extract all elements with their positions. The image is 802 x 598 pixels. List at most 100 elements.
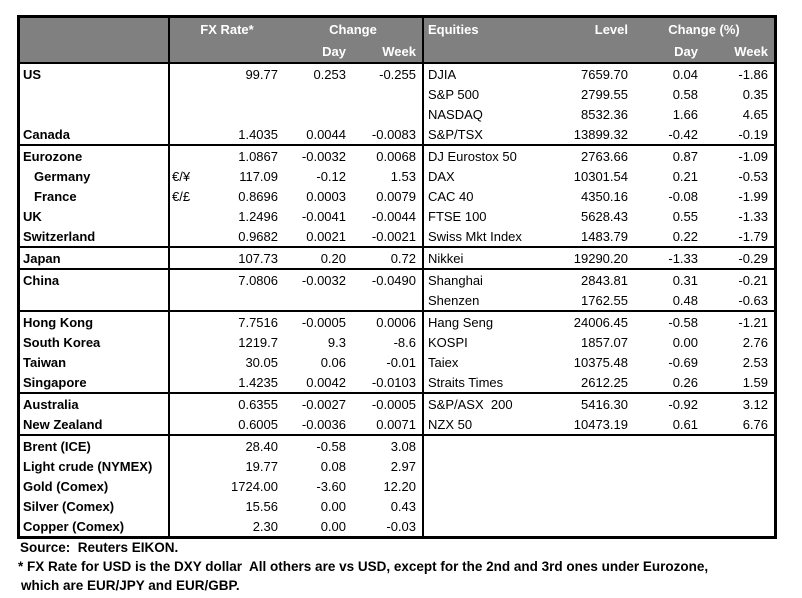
currency-pair: [170, 476, 208, 496]
currency-pair: €/¥: [172, 168, 191, 184]
table-row: South Korea 1219.7 9.3 -8.6 KOSPI 1857.07 0.00…: [20, 332, 774, 352]
fx-rate-value: 107.73: [238, 250, 278, 266]
equity-name: Shanghai: [422, 270, 558, 290]
country-label: Japan: [20, 248, 170, 268]
currency-pair: [170, 414, 208, 434]
equity-week-change: -1.09: [738, 148, 768, 164]
fx-rate-value: [208, 84, 284, 104]
equity-level: [558, 436, 634, 456]
equity-level: 5628.43: [581, 208, 628, 224]
equity-day-change: 0.22: [672, 228, 698, 244]
fx-rate-value: [208, 290, 284, 310]
fx-day-change: -0.12: [316, 168, 346, 184]
fx-day-change: 0.253: [313, 66, 346, 82]
fx-day-change: -0.0005: [301, 314, 346, 330]
equity-day-change: [634, 516, 704, 536]
fx-week-change: -0.255: [379, 66, 416, 82]
fx-day-change: [284, 104, 352, 124]
table-row: Japan 107.73 0.20 0.72 Nikkei 19290.20 -1.33 -0…: [20, 246, 774, 268]
country-label: UK: [20, 206, 170, 226]
fx-week-change: 2.97: [390, 458, 416, 474]
fx-footnote-line-1: * FX Rate for USD is the DXY dollar All …: [18, 559, 709, 574]
country-label: [20, 84, 170, 104]
currency-pair: [170, 312, 208, 332]
header-spacer: [170, 40, 284, 62]
fx-day-change: -3.60: [316, 478, 346, 494]
fx-day-change: -0.0041: [301, 208, 346, 224]
fx-rate-value: 15.56: [245, 498, 278, 514]
equity-week-change: [704, 456, 774, 476]
table-row: Gold (Comex) 1724.00 -3.60 12.20: [20, 476, 774, 496]
equity-day-change: -1.33: [668, 250, 698, 266]
fx-week-change: [352, 104, 422, 124]
fx-week-change: 12.20: [383, 478, 416, 494]
fx-week-subheader: Week: [382, 43, 416, 59]
country-label: Gold (Comex): [20, 476, 170, 496]
fx-week-change: 3.08: [390, 438, 416, 454]
table-row: Brent (ICE) 28.40 -0.58 3.08: [20, 434, 774, 456]
equity-day-change: 0.21: [672, 168, 698, 184]
fx-week-change: 0.0006: [376, 314, 416, 330]
currency-pair: [170, 124, 208, 144]
country-label: China: [20, 270, 170, 290]
equity-week-change: -1.99: [738, 188, 768, 204]
currency-pair: [170, 146, 208, 166]
equity-day-change: [634, 496, 704, 516]
fx-week-change: -0.0103: [371, 374, 416, 390]
equity-day-change: -0.58: [668, 314, 698, 330]
equity-name: [422, 496, 558, 516]
fx-day-change: 0.0021: [306, 228, 346, 244]
equity-name: [422, 516, 558, 536]
fx-rate-value: 1219.7: [238, 334, 278, 350]
fx-day-change: -0.0032: [301, 272, 346, 288]
currency-pair: [170, 64, 208, 84]
currency-pair: €/£: [172, 188, 191, 204]
equity-level: 8532.36: [581, 106, 628, 122]
equity-name: S&P 500: [422, 84, 558, 104]
country-label: South Korea: [20, 332, 170, 352]
fx-rate-value: 1.4035: [238, 126, 278, 142]
equity-level: 1857.07: [581, 334, 628, 350]
equity-week-change: [704, 476, 774, 496]
equity-level: 2612.25: [581, 374, 628, 390]
country-label: Switzerland: [20, 226, 170, 246]
table-row: Canada 1.4035 0.0044 -0.0083 S&P/TSX 13899.32…: [20, 124, 774, 144]
country-label: Taiwan: [20, 352, 170, 372]
equity-day-change: [634, 476, 704, 496]
header-spacer: [422, 40, 558, 62]
fx-day-change: -0.0032: [301, 148, 346, 164]
fx-day-change: 0.08: [320, 458, 346, 474]
fx-rate-value: 7.7516: [238, 314, 278, 330]
equity-level: 2843.81: [581, 272, 628, 288]
fx-day-change: 0.0042: [306, 374, 346, 390]
fx-day-change: 0.00: [320, 518, 346, 534]
equity-level: 1483.79: [581, 228, 628, 244]
equity-week-change: 1.59: [742, 374, 768, 390]
equity-week-change: -0.53: [738, 168, 768, 184]
fx-day-change: -0.0027: [301, 396, 346, 412]
table-row: UK 1.2496 -0.0041 -0.0044 FTSE 100 5628.43 0.5…: [20, 206, 774, 226]
equity-level: 10473.19: [573, 416, 628, 432]
equity-name: Nikkei: [422, 248, 558, 268]
equity-day-change: 0.55: [672, 208, 698, 224]
equity-day-change: 0.61: [672, 416, 698, 432]
equity-week-change: -0.63: [738, 292, 768, 308]
fx-week-change: 0.72: [390, 250, 416, 266]
currency-pair: [170, 352, 208, 372]
fx-rate-column-header: FX Rate*: [200, 21, 254, 37]
equity-name: [422, 456, 558, 476]
fx-rate-value: 7.0806: [238, 272, 278, 288]
country-label: Light crude (NYMEX): [20, 456, 170, 476]
fx-week-change: -0.0005: [371, 396, 416, 412]
equity-week-change: 4.65: [742, 106, 768, 122]
fx-week-change: 0.0071: [376, 416, 416, 432]
equity-week-change: 2.53: [742, 354, 768, 370]
equities-week-subheader: Week: [734, 43, 768, 59]
market-data-table: FX Rate* Change Equities Level Change (%…: [17, 15, 777, 539]
equity-level: 7659.70: [581, 66, 628, 82]
table-row: Singapore 1.4235 0.0042 -0.0103 Straits Time…: [20, 372, 774, 392]
header-spacer: [558, 40, 634, 62]
equity-name: S&P/ASX 200: [422, 394, 558, 414]
equity-day-change: 0.58: [672, 86, 698, 102]
currency-pair: [170, 226, 208, 246]
